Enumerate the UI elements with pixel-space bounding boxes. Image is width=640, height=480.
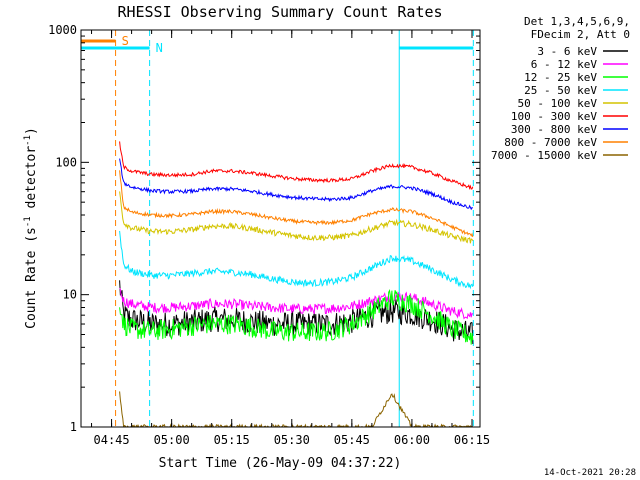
series-line xyxy=(119,158,474,211)
vertical-markers xyxy=(115,30,474,427)
x-tick-label: 04:45 xyxy=(94,433,130,447)
series-line xyxy=(119,141,474,190)
series-line xyxy=(119,289,474,345)
x-tick-label: 05:00 xyxy=(154,433,190,447)
x-tick-label: 05:15 xyxy=(214,433,250,447)
legend-header-line-1: Det 1,3,4,5,6,9, xyxy=(524,15,630,28)
y-axis-label-middle: detector xyxy=(24,146,39,217)
legend-entry-label: 12 - 25 keV xyxy=(524,71,597,84)
y-tick-label: 10 xyxy=(63,288,77,302)
generated-timestamp: 14-Oct-2021 20:28 xyxy=(544,468,636,478)
x-tick-label: 06:00 xyxy=(394,433,430,447)
flag-label-S: S xyxy=(122,34,129,48)
y-axis-label-prefix: Count Rate (s xyxy=(24,227,39,329)
x-tick-label: 05:45 xyxy=(334,433,370,447)
x-tick-label: 05:30 xyxy=(274,433,310,447)
series-line xyxy=(119,170,474,238)
y-axis-label-suffix: ) xyxy=(24,127,39,135)
series-line xyxy=(119,287,474,320)
legend-entry-label: 50 - 100 keV xyxy=(518,97,598,110)
y-tick-label: 1000 xyxy=(48,23,77,37)
x-axis-label: Start Time (26-May-09 04:37:22) xyxy=(159,456,402,471)
x-axis-ticks: 04:45 05:00 05:15 05:30 05:45 06:00 06:15 xyxy=(91,30,490,447)
legend-entry-label: 6 - 12 keV xyxy=(531,58,598,71)
chart-title: RHESSI Observing Summary Count Rates xyxy=(117,3,442,21)
plot-frame xyxy=(80,29,481,428)
y-axis-label-sup1: -1 xyxy=(23,216,33,227)
y-axis-label-sup2: -1 xyxy=(23,135,33,146)
x-tick-label: 06:15 xyxy=(454,433,490,447)
legend: Det 1,3,4,5,6,9, FDecim 2, Att 0 3 - 6 k… xyxy=(491,15,630,162)
y-tick-label: 1 xyxy=(70,420,77,434)
series-line xyxy=(119,191,474,244)
legend-header-line-2: FDecim 2, Att 0 xyxy=(531,28,630,41)
y-axis-ticks: 1 10 100 1000 xyxy=(48,23,480,434)
series-line xyxy=(119,230,474,290)
y-axis-label: Count Rate (s-1 detector-1) xyxy=(23,127,39,329)
flag-label-N: N xyxy=(156,41,163,55)
legend-entry-label: 800 - 7000 keV xyxy=(504,136,597,149)
legend-entry-label: 7000 - 15000 keV xyxy=(491,149,597,162)
legend-entry-label: 25 - 50 keV xyxy=(524,84,597,97)
y-tick-label: 100 xyxy=(55,155,77,169)
legend-entry-label: 100 - 300 keV xyxy=(511,110,597,123)
legend-entry-label: 300 - 800 keV xyxy=(511,123,597,136)
legend-entry-label: 3 - 6 keV xyxy=(537,45,597,58)
